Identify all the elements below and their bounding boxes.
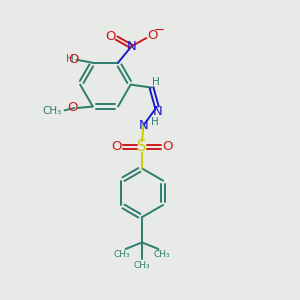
Text: H: H xyxy=(152,117,159,127)
Text: H: H xyxy=(66,54,74,64)
Text: CH₃: CH₃ xyxy=(154,250,170,260)
Text: O: O xyxy=(148,29,158,42)
Text: N: N xyxy=(127,40,136,53)
Text: O: O xyxy=(105,30,115,43)
Text: S: S xyxy=(137,139,147,154)
Text: O: O xyxy=(163,140,173,153)
Text: O: O xyxy=(68,53,79,66)
Text: CH₃: CH₃ xyxy=(113,250,130,260)
Text: O: O xyxy=(67,101,77,115)
Text: N: N xyxy=(139,119,149,132)
Text: N: N xyxy=(153,105,162,118)
Text: H: H xyxy=(152,77,160,87)
Text: CH₃: CH₃ xyxy=(42,106,62,116)
Text: CH₃: CH₃ xyxy=(134,261,150,270)
Text: −: − xyxy=(154,24,165,37)
Text: O: O xyxy=(111,140,122,153)
